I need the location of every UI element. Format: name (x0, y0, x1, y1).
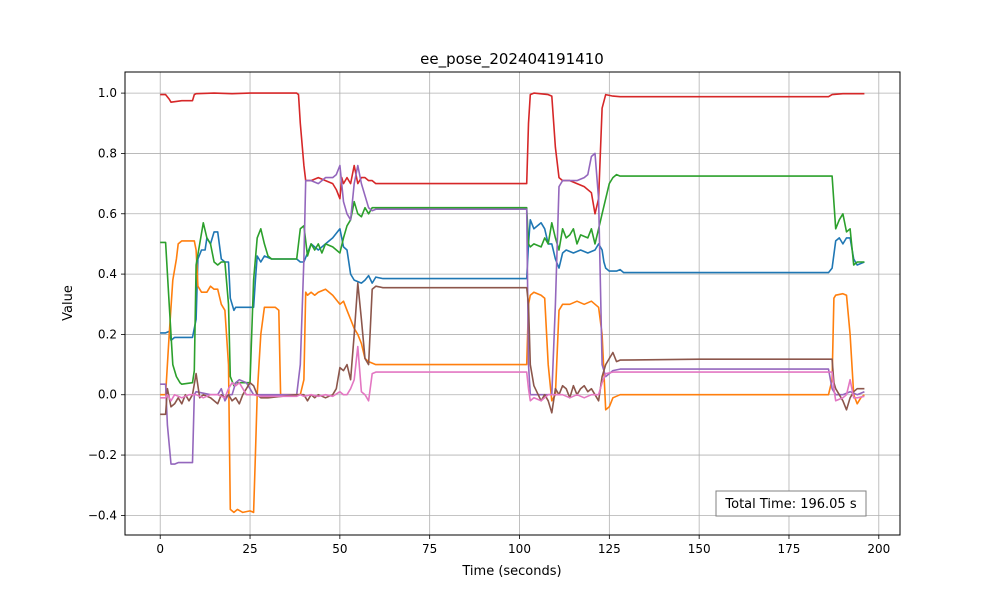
axis-ticks: 0 25 50 75 100 125 150 175 200 −0.4 −0.2 0.0 0.2 0.4 0… (88, 86, 890, 556)
x-tick-label: 75 (422, 542, 437, 556)
y-tick-label: −0.4 (88, 508, 117, 522)
x-tick-label: 175 (778, 542, 801, 556)
series-line-1 (160, 219, 865, 342)
y-tick-label: 0.0 (98, 388, 117, 402)
series-line-5 (160, 152, 865, 465)
annotation-box (715, 490, 867, 517)
y-tick-label: 0.2 (98, 327, 117, 341)
x-tick-label: 200 (867, 542, 890, 556)
axes-frame (124, 71, 901, 536)
y-tick-label: −0.2 (88, 448, 117, 462)
y-tick-label: 0.8 (98, 146, 117, 160)
y-tick-label: 0.4 (98, 267, 117, 281)
x-tick-label: 125 (598, 542, 621, 556)
x-tick-label: 25 (242, 542, 257, 556)
series-line-4 (160, 92, 865, 215)
x-tick-label: 150 (688, 542, 711, 556)
series-group (160, 92, 865, 514)
x-tick-label: 50 (332, 542, 347, 556)
y-tick-label: 1.0 (98, 86, 117, 100)
chart-title: ee_pose_202404191410 (420, 50, 604, 69)
series-line-6 (160, 282, 865, 416)
series-line-2 (160, 240, 865, 514)
annotation-text: Total Time: 196.05 s (724, 497, 856, 512)
x-tick-label: 0 (156, 542, 164, 556)
x-tick-label: 100 (508, 542, 531, 556)
x-axis-label: Time (seconds) (461, 564, 561, 579)
total-time-annotation: Total Time: 196.05 s (715, 490, 867, 517)
y-tick-label: 0.6 (98, 207, 117, 221)
series-line-7 (160, 345, 865, 402)
y-axis-label: Value (61, 285, 76, 321)
